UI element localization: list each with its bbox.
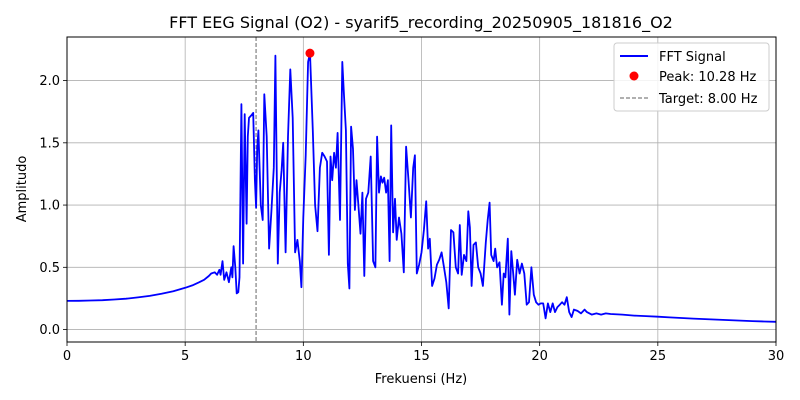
x-tick-label: 30 bbox=[768, 349, 785, 364]
x-tick-label: 10 bbox=[295, 349, 312, 364]
legend-series-label: FFT Signal bbox=[659, 50, 726, 65]
fft-signal-line bbox=[66, 52, 777, 323]
x-tick-label: 15 bbox=[413, 349, 430, 364]
y-tick-label: 1.0 bbox=[39, 199, 60, 214]
legend-peak-label: Peak: 10.28 Hz bbox=[659, 70, 757, 85]
x-tick-label: 20 bbox=[531, 349, 548, 364]
chart-title: FFT EEG Signal (O2) - syarif5_recording_… bbox=[169, 13, 673, 33]
y-tick-label: 0.5 bbox=[39, 261, 60, 276]
y-axis-title: Amplitudo bbox=[15, 156, 30, 223]
peak-marker bbox=[305, 48, 315, 58]
peak-marker-group bbox=[305, 48, 315, 58]
y-tick-label: 0.0 bbox=[39, 323, 60, 338]
y-tick-label: 1.5 bbox=[39, 136, 60, 151]
x-axis-ticks: 0 5 10 15 20 25 30 bbox=[63, 342, 784, 364]
x-tick-label: 5 bbox=[181, 349, 189, 364]
legend: FFT Signal Peak: 10.28 Hz Target: 8.00 H… bbox=[613, 42, 770, 112]
x-tick-label: 25 bbox=[650, 349, 667, 364]
x-tick-label: 0 bbox=[63, 349, 71, 364]
legend-target-label: Target: 8.00 Hz bbox=[658, 92, 758, 107]
y-tick-label: 2.0 bbox=[39, 74, 60, 89]
legend-peak-swatch bbox=[629, 71, 639, 81]
legend-box bbox=[613, 42, 770, 112]
x-axis-title: Frekuensi (Hz) bbox=[375, 372, 467, 387]
series-group bbox=[66, 52, 777, 323]
grid-lines bbox=[66, 37, 777, 342]
y-axis-ticks: 0.0 0.5 1.0 1.5 2.0 bbox=[39, 74, 67, 338]
